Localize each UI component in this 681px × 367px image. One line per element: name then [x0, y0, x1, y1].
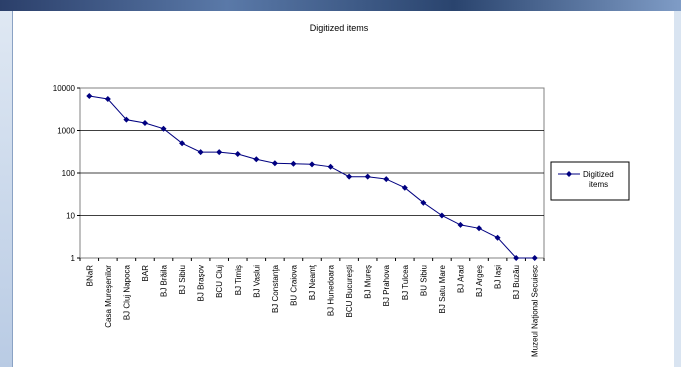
data-point-marker — [179, 140, 186, 147]
data-point-marker — [364, 173, 371, 180]
x-tick-label: BJ Braşov — [197, 265, 206, 301]
x-tick-label: BJ Cluj Napoca — [122, 264, 131, 320]
x-tick-label: BAR — [141, 265, 150, 282]
window-left-edge — [0, 11, 12, 367]
gridlines — [80, 130, 544, 216]
x-tick-label: BCU Bucureşti — [345, 265, 354, 318]
data-point-marker — [346, 173, 353, 180]
x-tick-label: BJ Buzău — [512, 265, 521, 299]
legend-box — [550, 161, 630, 201]
y-tick-label: 10 — [66, 212, 75, 221]
x-tick-label: Muzeul Naţional Secuiesc — [531, 265, 540, 357]
data-point-marker — [457, 221, 464, 228]
x-axis-ticks: BNaR Casa Mureşenilor BJ Cluj Napoca BAR BJ … — [79, 258, 545, 357]
legend-label: Digitized items — [583, 170, 614, 189]
data-point-marker — [383, 176, 390, 183]
x-tick-label: BJ Satu Mare — [438, 264, 447, 313]
chart-canvas: Digitized items 1 10 100 1000 10000 BNaR Casa… — [53, 23, 630, 357]
data-point-marker — [86, 92, 93, 99]
data-point-marker — [141, 120, 148, 127]
data-point-marker — [309, 161, 315, 168]
data-point-marker — [290, 160, 297, 167]
x-tick-label: BJ Timiş — [234, 265, 243, 295]
data-point-marker — [104, 96, 111, 103]
x-tick-label: BJ Prahova — [382, 264, 391, 306]
window-right-edge — [673, 11, 681, 367]
x-tick-label: BJ Vaslui — [252, 265, 261, 298]
data-point-marker — [123, 116, 130, 123]
data-point-marker — [234, 150, 241, 157]
data-point-marker — [476, 225, 483, 232]
data-point-marker — [216, 149, 223, 156]
legend-diamond-icon — [566, 171, 572, 177]
x-tick-label: BNaR — [85, 265, 94, 287]
x-tick-label: BJ Arad — [456, 265, 465, 293]
x-tick-label: BJ Iaşi — [494, 265, 503, 289]
data-point-marker — [438, 212, 445, 219]
x-tick-label: BJ Sibiu — [178, 265, 187, 294]
y-tick-label: 10000 — [53, 84, 76, 93]
x-tick-label: BU Craiova — [289, 264, 298, 305]
x-tick-label: BJ Constanţa — [271, 264, 280, 313]
y-tick-label: 1 — [71, 254, 76, 263]
y-axis-ticks: 1 10 100 1000 10000 — [53, 84, 80, 263]
x-tick-label: BCU Cluj — [215, 265, 224, 298]
data-point-marker — [327, 163, 334, 170]
data-point-marker — [420, 199, 427, 206]
data-point-marker — [160, 125, 167, 132]
legend: Digitized items — [550, 161, 630, 201]
chart-title: Digitized items — [310, 23, 369, 33]
data-point-marker — [513, 255, 520, 261]
data-point-marker — [197, 149, 204, 156]
series-markers — [86, 92, 538, 261]
x-tick-label: BJ Brăila — [160, 264, 169, 297]
x-tick-label: BJ Argeş — [475, 265, 484, 297]
x-tick-label: BJ Mureş — [364, 265, 373, 299]
data-point-marker — [531, 255, 538, 261]
data-point-marker — [401, 184, 408, 191]
data-point-marker — [494, 234, 501, 241]
data-point-marker — [253, 156, 260, 163]
window-title-strip — [0, 0, 681, 11]
data-point-marker — [271, 160, 278, 167]
x-tick-label: BJ Neamţ — [308, 264, 317, 300]
x-tick-label: BU Sibiu — [419, 265, 428, 296]
x-tick-label: Casa Mureşenilor — [104, 265, 113, 328]
x-tick-label: BJ Tulcea — [401, 264, 410, 300]
chart-panel: Digitized items 1 10 100 1000 10000 BNaR Casa… — [12, 11, 674, 367]
y-tick-label: 1000 — [57, 127, 75, 136]
y-tick-label: 100 — [62, 169, 76, 178]
x-tick-label: BJ Hunedoara — [327, 264, 336, 316]
